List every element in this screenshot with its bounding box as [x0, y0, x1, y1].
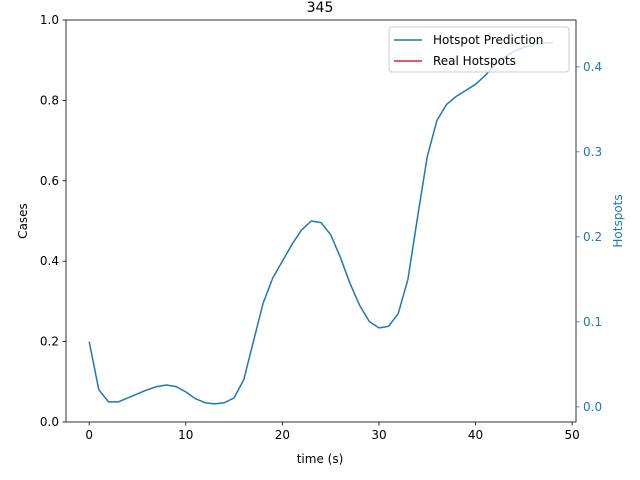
y-tick-label-left: 0.0: [40, 415, 59, 429]
plot-area: [88, 41, 553, 405]
y-axis-label-left: Cases: [16, 203, 30, 239]
x-tick-label: 30: [371, 428, 386, 442]
y-tick-label-right: 0.3: [583, 145, 602, 159]
series-line-0: [88, 41, 553, 405]
legend-label: Hotspot Prediction: [433, 33, 543, 47]
x-tick-label: 0: [85, 428, 93, 442]
y-tick-label-left: 0.2: [40, 335, 59, 349]
y-tick-label-left: 1.0: [40, 13, 59, 27]
legend: Hotspot Prediction Real Hotspots: [388, 26, 570, 73]
y-axis-left: 0.0 0.2 0.4 0.6 0.8 1.0: [40, 13, 66, 429]
x-axis-label: time (s): [297, 452, 344, 466]
chart-title: 345: [307, 0, 334, 16]
x-axis: 0 10 20 30 40 50: [85, 422, 580, 442]
x-tick-label: 20: [275, 428, 290, 442]
y-tick-label-right: 0.1: [583, 315, 602, 329]
x-tick-label: 10: [178, 428, 193, 442]
y-tick-label-right: 0.4: [583, 60, 602, 74]
y-tick-label-left: 0.4: [40, 254, 59, 268]
x-tick-label: 40: [468, 428, 483, 442]
legend-box: [388, 26, 570, 73]
y-tick-label-left: 0.8: [40, 93, 59, 107]
legend-label: Real Hotspots: [433, 54, 516, 68]
y-axis-label-right: Hotspots: [611, 194, 625, 247]
y-tick-label-right: 0.2: [583, 230, 602, 244]
x-tick-label: 50: [564, 428, 579, 442]
plot-frame: [65, 19, 577, 423]
y-axis-right: 0.0 0.1 0.2 0.3 0.4: [576, 60, 602, 414]
y-tick-label-right: 0.0: [583, 400, 602, 414]
y-tick-label-left: 0.6: [40, 174, 59, 188]
